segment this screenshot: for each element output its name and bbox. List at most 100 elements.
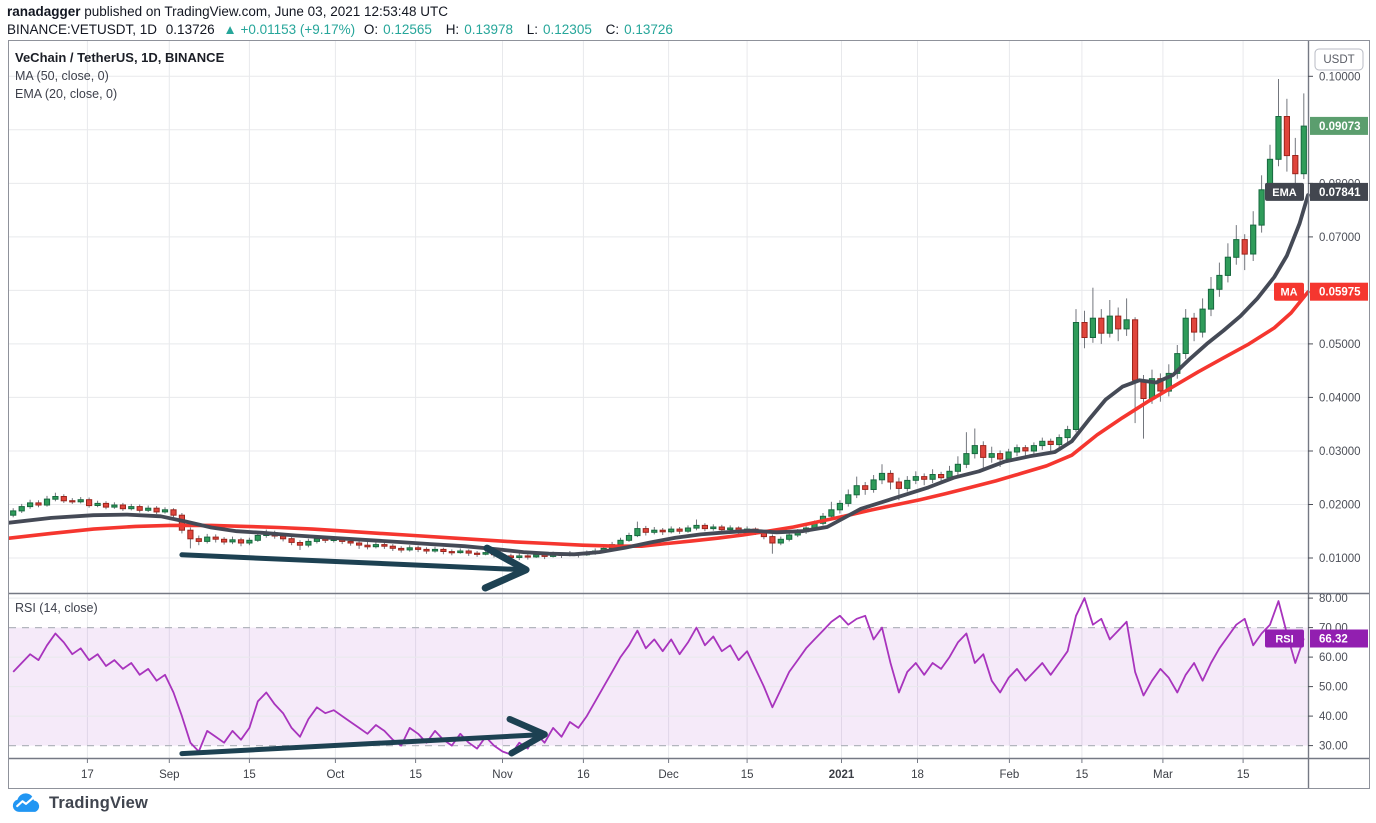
candle [423,547,430,554]
legend-ma50[interactable]: MA (50, close, 0) [15,69,109,83]
candle [145,505,152,512]
price-pane[interactable] [7,79,1310,562]
svg-text:Oct: Oct [326,769,345,781]
svg-text:Feb: Feb [999,769,1019,781]
ohlc-open: O: 0.12565 [363,22,432,37]
candle [701,523,708,532]
candle [710,524,717,531]
ema20-line [7,193,1310,557]
candle [372,541,379,549]
candle [524,554,531,560]
candle [836,500,843,514]
rsi-legend[interactable]: RSI (14, close) [15,601,98,615]
candle [204,533,211,544]
candle [398,546,405,553]
rsi-trend-arrow [179,715,548,757]
svg-text:16: 16 [577,769,590,781]
svg-text:Dec: Dec [658,769,679,781]
rsi-pane[interactable] [9,597,1308,756]
svg-text:0.07841: 0.07841 [1319,187,1361,199]
candle [1182,309,1189,359]
candle [828,501,835,519]
candle [440,547,447,555]
legend-symbol-title[interactable]: VeChain / TetherUS, 1D, BINANCE [15,50,225,65]
candle [170,508,177,518]
candle [676,527,683,534]
candle [1258,175,1265,233]
candle [1283,98,1291,172]
candle [625,532,633,542]
chart-canvas[interactable]: 0.100000.080000.070000.050000.040000.030… [7,41,1369,788]
svg-text:66.32: 66.32 [1319,634,1348,646]
tradingview-logo[interactable]: TradingView [11,793,148,813]
candle [415,545,422,553]
candle [389,544,396,551]
candle [221,537,228,545]
publish-header: ranadagger published on TradingView.com,… [7,3,448,20]
candle [86,497,93,508]
svg-text:Nov: Nov [492,769,513,781]
candle [1089,287,1097,343]
svg-text:0.05975: 0.05975 [1319,287,1361,299]
tradingview-cloud-icon [12,793,40,812]
currency-button[interactable]: USDT [1314,48,1364,71]
ohlc-close: C: 0.13726 [605,22,673,37]
svg-text:50.00: 50.00 [1319,682,1348,694]
price-axis[interactable]: 0.100000.080000.070000.050000.040000.030… [1308,71,1361,753]
svg-text:40.00: 40.00 [1319,711,1348,723]
candle [862,482,869,495]
chart-container[interactable]: 0.100000.080000.070000.050000.040000.030… [7,40,1370,789]
candle [845,489,852,507]
candle [684,525,692,533]
candle [465,549,472,556]
ma-tag: MA [1274,282,1304,301]
candle [904,476,911,492]
candle [929,469,936,484]
candle [668,526,675,534]
candle [1241,234,1248,271]
candle [69,498,76,504]
symbol-status-line: BINANCE:VETUSDT, 1D 0.13726 ▲ +0.01153 (… [7,21,683,38]
svg-text:17: 17 [81,769,94,781]
svg-text:0.09073: 0.09073 [1319,121,1361,133]
candle [1250,211,1257,261]
candle [887,470,894,490]
candle [1224,243,1232,283]
price-trend-arrow [179,544,530,592]
candle [1275,79,1282,167]
candle [43,495,51,507]
candle [1064,425,1071,443]
pane-separators [9,41,1369,788]
svg-text:0.05000: 0.05000 [1319,339,1361,351]
candle [1098,309,1105,344]
legend-ema20[interactable]: EMA (20, close, 0) [15,87,118,101]
candle [659,528,666,535]
ma50-line [7,290,1310,549]
svg-text:0.02000: 0.02000 [1319,500,1361,512]
rsi-value-badge: 66.32 [1310,629,1368,648]
candle [381,542,388,549]
svg-text:0.10000: 0.10000 [1319,71,1361,83]
candle [161,507,169,514]
candle [153,506,160,515]
candle [971,428,978,459]
author-name: ranadagger [7,4,81,19]
candle [853,476,860,499]
candle [288,536,295,546]
svg-text:0.03000: 0.03000 [1319,446,1361,458]
candle [406,545,413,552]
candle [35,500,42,508]
candle [111,502,118,509]
svg-text:60.00: 60.00 [1319,652,1348,664]
ema-value-badge: 0.07841 [1310,182,1368,201]
svg-text:EMA: EMA [1272,187,1297,199]
candle [431,546,439,553]
ohlc-high: H: 0.13978 [445,22,513,37]
candle [651,527,658,535]
time-axis[interactable]: 17 Sep 15 Oct 15 Nov 16 Dec 15 2021 18 Feb 15 Mar 15 [81,759,1249,781]
candle [786,532,793,542]
candle [1123,298,1130,336]
candle [980,441,987,472]
candle [364,541,371,550]
candle [1072,309,1080,433]
